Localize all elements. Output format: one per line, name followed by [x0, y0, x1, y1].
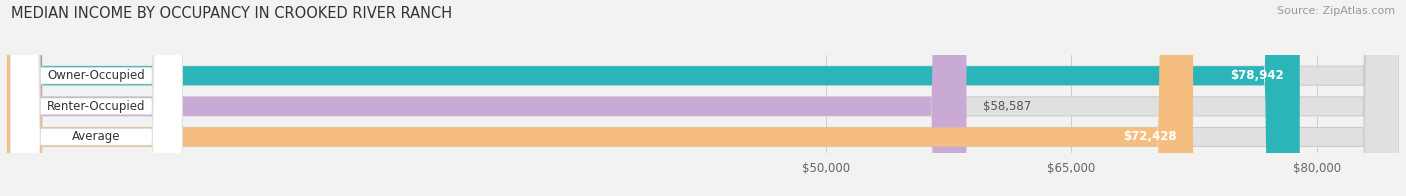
- FancyBboxPatch shape: [10, 0, 183, 196]
- FancyBboxPatch shape: [10, 0, 183, 196]
- FancyBboxPatch shape: [7, 0, 1399, 196]
- Text: Average: Average: [72, 131, 121, 143]
- FancyBboxPatch shape: [7, 0, 1299, 196]
- Text: $58,587: $58,587: [983, 100, 1031, 113]
- FancyBboxPatch shape: [7, 0, 1194, 196]
- Text: Renter-Occupied: Renter-Occupied: [46, 100, 146, 113]
- FancyBboxPatch shape: [7, 0, 1399, 196]
- FancyBboxPatch shape: [7, 0, 966, 196]
- FancyBboxPatch shape: [7, 0, 1399, 196]
- Text: Source: ZipAtlas.com: Source: ZipAtlas.com: [1277, 6, 1395, 16]
- Text: MEDIAN INCOME BY OCCUPANCY IN CROOKED RIVER RANCH: MEDIAN INCOME BY OCCUPANCY IN CROOKED RI…: [11, 6, 453, 21]
- Text: $72,428: $72,428: [1123, 131, 1177, 143]
- Text: $78,942: $78,942: [1230, 69, 1284, 82]
- FancyBboxPatch shape: [10, 0, 183, 196]
- Text: Owner-Occupied: Owner-Occupied: [48, 69, 145, 82]
